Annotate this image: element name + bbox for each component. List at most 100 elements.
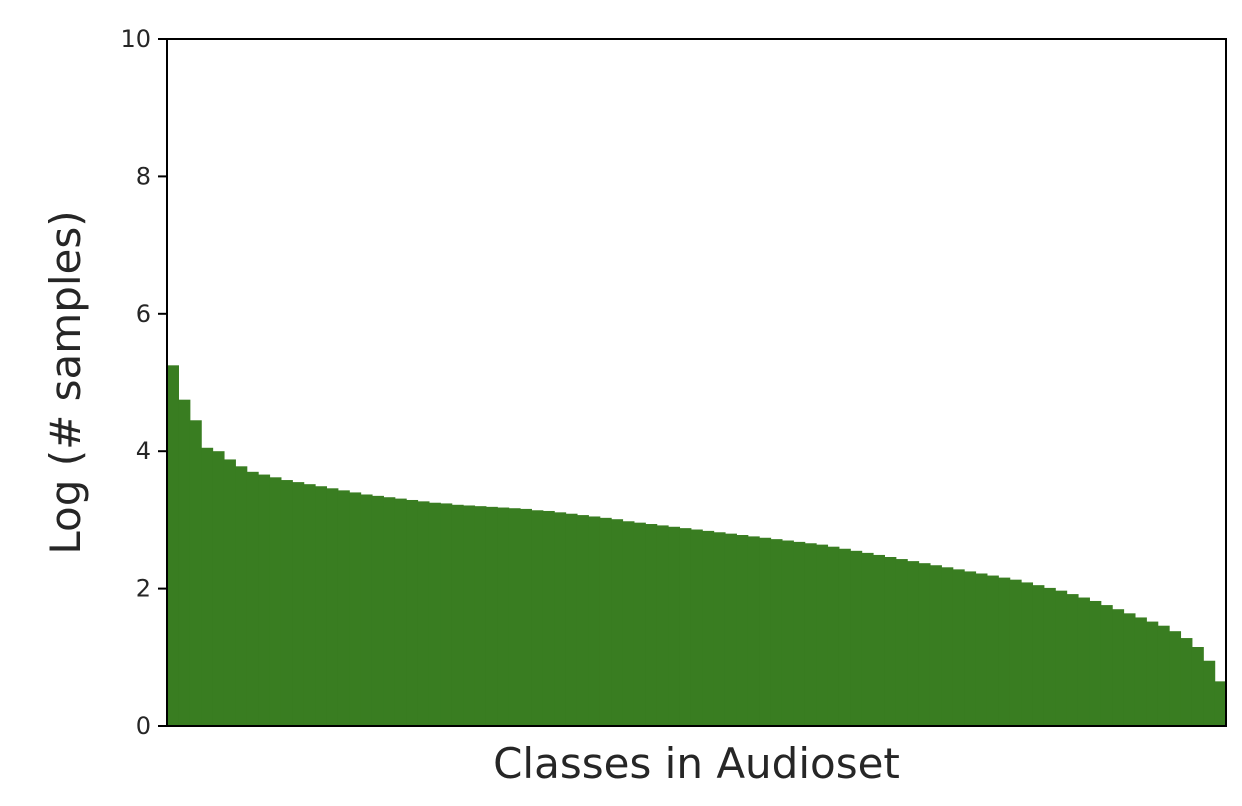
bar	[1157, 625, 1170, 726]
bar	[588, 516, 601, 726]
y-tick-label: 0	[136, 712, 151, 740]
bars-layer	[167, 365, 1227, 726]
y-tick-label: 2	[136, 575, 151, 603]
bar	[1055, 590, 1068, 726]
y-tick-label: 6	[136, 300, 151, 328]
bar	[747, 536, 760, 726]
bar	[1191, 647, 1204, 726]
y-tick-label: 10	[120, 25, 151, 53]
bar	[941, 567, 954, 726]
plot-frame	[166, 38, 1227, 727]
bar	[440, 503, 453, 726]
bar	[952, 569, 965, 726]
bar	[998, 577, 1011, 726]
bar	[212, 451, 225, 726]
bar	[337, 490, 350, 726]
bar	[508, 508, 521, 726]
bar	[838, 548, 851, 726]
bar	[781, 540, 794, 726]
bar	[1021, 582, 1034, 726]
bar	[201, 447, 214, 726]
bar	[1112, 609, 1125, 726]
bar	[861, 552, 874, 726]
bar	[246, 471, 259, 726]
bar	[793, 541, 806, 726]
bar	[929, 565, 942, 726]
bar	[1214, 681, 1227, 726]
bar	[531, 510, 544, 726]
bar	[1032, 585, 1045, 726]
bar	[406, 499, 419, 726]
bar	[986, 575, 999, 726]
bar	[964, 571, 977, 726]
bar	[1043, 587, 1056, 726]
bar	[599, 517, 612, 726]
bar	[178, 399, 191, 726]
bar	[189, 420, 202, 726]
bar	[690, 529, 703, 726]
bar	[1169, 631, 1182, 726]
y-tick-label: 8	[136, 162, 151, 190]
bar	[611, 519, 624, 726]
bar	[895, 559, 908, 726]
y-axis-label: Log (# samples)	[41, 210, 90, 554]
bar	[554, 512, 567, 726]
bar	[816, 544, 829, 726]
bar	[576, 515, 589, 726]
bar	[907, 561, 920, 726]
bar	[394, 498, 407, 726]
y-axis-ticks: 0 2 4 6 8 10	[120, 25, 167, 740]
bar	[1146, 621, 1159, 726]
bar	[1077, 597, 1090, 726]
bar	[280, 480, 293, 726]
bar	[258, 474, 271, 726]
bar	[349, 492, 362, 726]
bar	[668, 526, 681, 726]
bar	[371, 495, 384, 726]
bar	[360, 494, 373, 726]
x-axis-label: Classes in Audioset	[493, 739, 900, 788]
bar	[1100, 605, 1113, 726]
bar	[679, 528, 692, 726]
bar	[542, 510, 555, 726]
bar	[1134, 617, 1147, 726]
bar	[873, 554, 885, 726]
bar	[759, 537, 772, 726]
bar	[713, 532, 726, 726]
bar	[1089, 600, 1102, 726]
bar	[804, 543, 817, 726]
bar	[1066, 594, 1079, 726]
bar	[235, 466, 248, 726]
bar	[223, 459, 236, 726]
bar	[1123, 613, 1136, 726]
bar	[827, 546, 840, 726]
bar	[326, 488, 339, 726]
bar	[850, 550, 863, 726]
bar	[451, 504, 464, 726]
bar	[1203, 660, 1216, 726]
bar	[736, 535, 749, 726]
bar	[770, 539, 783, 726]
bar	[975, 573, 988, 726]
y-tick-label: 4	[136, 437, 151, 465]
bar	[918, 563, 931, 726]
bar	[428, 502, 441, 726]
bar	[1009, 579, 1022, 726]
bar	[474, 506, 487, 726]
bar	[383, 497, 396, 726]
bar	[417, 501, 430, 726]
bar	[315, 486, 328, 726]
bar	[269, 477, 282, 726]
bar	[1180, 638, 1193, 726]
bar	[633, 522, 646, 726]
bar	[702, 530, 715, 726]
bar	[292, 482, 305, 726]
bar	[645, 524, 658, 726]
bar	[463, 505, 476, 726]
bar	[520, 508, 532, 726]
bar	[622, 521, 635, 726]
bar	[884, 557, 897, 726]
bar	[656, 525, 669, 726]
